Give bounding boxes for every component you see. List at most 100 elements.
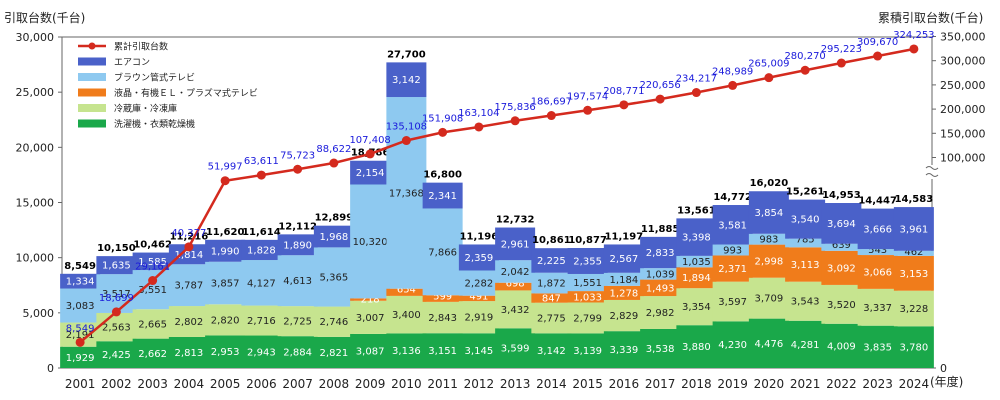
segment-label: 2,802 <box>175 317 204 328</box>
segment-label: 2,662 <box>138 349 167 360</box>
segment-label: 1,872 <box>537 279 566 290</box>
bar-total-label: 15,261 <box>786 187 825 198</box>
segment-label: 3,228 <box>900 304 929 315</box>
segment-label: 1,334 <box>66 277 95 288</box>
x-tick-label: 2018 <box>681 377 712 391</box>
segment-label: 3,142 <box>392 75 421 86</box>
cumulative-point <box>474 122 484 132</box>
segment-label: 3,540 <box>791 215 820 226</box>
segment-label: 1,551 <box>573 278 602 289</box>
cumulative-label: 197,574 <box>567 91 608 102</box>
segment-label: 7,866 <box>428 247 457 258</box>
bar-segment <box>168 306 209 337</box>
segment-label: 2,341 <box>428 191 457 202</box>
segment-label: 2,982 <box>646 308 675 319</box>
bar-segment <box>640 236 681 269</box>
bar-segment <box>313 336 354 368</box>
bar-segment <box>821 243 862 251</box>
segment-label: 462 <box>904 247 923 258</box>
bar-segment <box>893 207 934 251</box>
bar-total-label: 27,700 <box>387 49 426 60</box>
x-tick-label: 2021 <box>790 377 821 391</box>
cumulative-point <box>546 111 556 121</box>
bar-segment <box>386 97 427 289</box>
cumulative-point <box>256 170 266 180</box>
segment-label: 2,953 <box>211 347 240 358</box>
bar-segment <box>241 260 282 306</box>
segment-label: 1,814 <box>175 250 204 261</box>
bar-segment <box>205 304 246 336</box>
bar-segment <box>531 293 572 303</box>
bar-segment <box>350 184 391 299</box>
segment-label: 639 <box>832 240 851 251</box>
segment-label: 4,613 <box>283 276 312 287</box>
x-tick-label: 2009 <box>355 377 386 391</box>
bar-segment <box>785 199 826 239</box>
cumulative-point <box>764 73 774 83</box>
bar-segment <box>785 281 826 321</box>
bar-segment <box>386 295 427 334</box>
left-tick-label: 30,000 <box>16 31 55 44</box>
bar-segment <box>821 323 862 368</box>
segment-label: 3,092 <box>827 263 856 274</box>
cumulative-label: 295,223 <box>821 44 862 55</box>
segment-label: 2,725 <box>283 317 312 328</box>
segment-label: 491 <box>469 292 488 303</box>
bar-segment <box>676 288 717 326</box>
bar-segment <box>531 302 572 334</box>
segment-label: 17,368 <box>389 188 424 199</box>
segment-label: 4,476 <box>755 339 784 350</box>
bar-segment <box>567 247 608 274</box>
cumulative-label: 40,377 <box>171 228 206 239</box>
bar-segment <box>168 264 209 307</box>
segment-label: 1,635 <box>102 261 131 272</box>
left-tick-label: 5,000 <box>23 307 55 320</box>
bar-segment <box>422 301 463 334</box>
bar-total-label: 12,899 <box>315 213 354 224</box>
segment-label: 983 <box>759 235 778 246</box>
segment-label: 1,990 <box>211 246 240 257</box>
cumulative-label: 51,997 <box>208 162 243 173</box>
right-tick-label: 250,000 <box>940 79 986 92</box>
segment-label: 3,337 <box>863 303 892 314</box>
bar-segment <box>821 203 862 244</box>
right-tick-label: 300,000 <box>940 55 986 68</box>
x-tick-label: 2015 <box>572 377 603 391</box>
bar-segment <box>676 325 717 368</box>
segment-label: 5,365 <box>320 272 349 283</box>
bar-segment <box>132 252 173 271</box>
left-tick-label: 25,000 <box>16 86 55 99</box>
bar-segment <box>350 160 391 185</box>
bar-segment <box>676 267 717 289</box>
bar-segment <box>531 248 572 273</box>
bar-total-label: 16,800 <box>423 170 462 181</box>
bar-segment <box>458 244 499 271</box>
cumulative-point <box>909 44 919 54</box>
legend: 累計引取台数エアコンブラウン管式テレビ液晶・有機ＥＬ・プラズマ式テレビ冷蔵庫・冷… <box>78 41 258 130</box>
axis-break-gap <box>926 165 938 179</box>
bar-segment <box>422 182 463 209</box>
bars-layer: 2001 1,929 2,191 3,083 1,334 8,549 2002 2,425 2,… <box>60 49 934 391</box>
right-tick-label: 200,000 <box>940 103 986 116</box>
bar-total-label: 10,861 <box>532 235 571 246</box>
right-tick-label: 0 <box>940 362 947 375</box>
bar-total-label: 11,196 <box>460 231 499 242</box>
left-tick-label: 0 <box>47 362 54 375</box>
segment-label: 3,599 <box>501 344 530 355</box>
segment-label: 698 <box>506 279 525 290</box>
segment-label: 2,567 <box>610 254 639 265</box>
axis-break-mark <box>925 166 939 177</box>
cumulative-point <box>329 158 339 168</box>
cumulative-point <box>184 242 194 252</box>
cumulative-label: 75,723 <box>280 150 315 161</box>
segment-label: 2,359 <box>465 253 494 264</box>
bar-segment <box>748 318 789 368</box>
x-tick-label: 2014 <box>536 377 567 391</box>
bar-total-label: 8,549 <box>64 261 96 272</box>
cumulative-label: 309,670 <box>857 37 898 48</box>
cumulative-label: 220,656 <box>639 80 680 91</box>
segment-label: 3,145 <box>465 346 494 357</box>
bar-segment <box>205 239 246 262</box>
segment-label: 1,929 <box>66 353 95 364</box>
